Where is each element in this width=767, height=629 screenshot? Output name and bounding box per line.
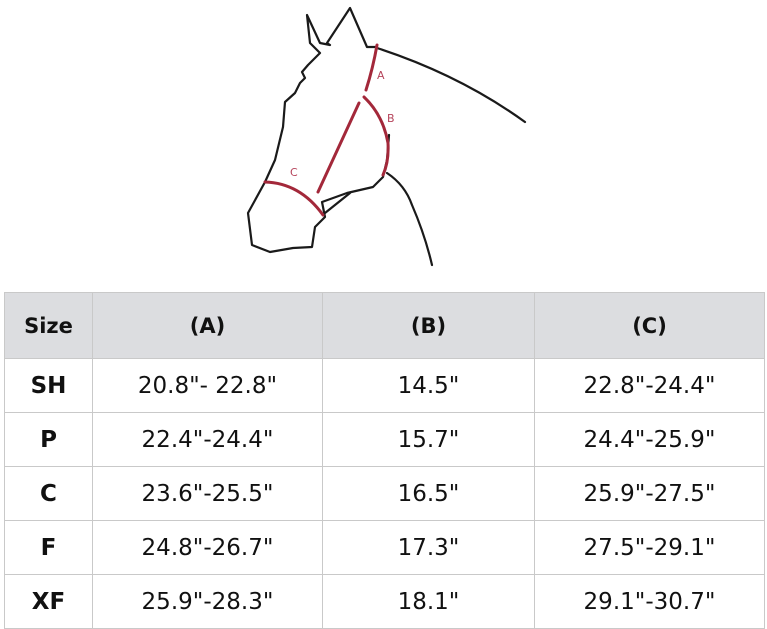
cell-size: F bbox=[4, 520, 93, 575]
cell-c: 29.1"-30.7" bbox=[534, 574, 765, 629]
cell-a: 22.4"-24.4" bbox=[92, 412, 323, 467]
horse-neck-line bbox=[375, 46, 527, 124]
cell-a: 23.6"-25.5" bbox=[92, 466, 323, 521]
header-c: (C) bbox=[534, 292, 765, 359]
horse-head-diagram: A B C bbox=[246, 6, 527, 267]
table-row: P 22.4"-24.4" 15.7" 24.4"-25.9" bbox=[4, 412, 765, 467]
table-row: SH 20.8"- 22.8" 14.5" 22.8"-24.4" bbox=[4, 358, 765, 413]
cell-b: 15.7" bbox=[322, 412, 535, 467]
table-row: XF 25.9"-28.3" 18.1" 29.1"-30.7" bbox=[4, 574, 765, 629]
cell-c: 24.4"-25.9" bbox=[534, 412, 765, 467]
cell-b: 16.5" bbox=[322, 466, 535, 521]
cell-c: 25.9"-27.5" bbox=[534, 466, 765, 521]
label-a: A bbox=[377, 69, 385, 82]
table-row: C 23.6"-25.5" 16.5" 25.9"-27.5" bbox=[4, 466, 765, 521]
cell-b: 14.5" bbox=[322, 358, 535, 413]
measure-line-b bbox=[362, 95, 390, 177]
cell-size: XF bbox=[4, 574, 93, 629]
header-size: Size bbox=[4, 292, 93, 359]
measure-strap bbox=[316, 101, 361, 194]
header-a: (A) bbox=[92, 292, 323, 359]
label-c: C bbox=[290, 166, 298, 179]
cell-size: C bbox=[4, 466, 93, 521]
horse-mouth-line bbox=[323, 191, 352, 215]
cell-c: 27.5"-29.1" bbox=[534, 520, 765, 575]
cell-a: 24.8"-26.7" bbox=[92, 520, 323, 575]
measure-line-a bbox=[364, 43, 379, 92]
cell-a: 20.8"- 22.8" bbox=[92, 358, 323, 413]
table-row: F 24.8"-26.7" 17.3" 27.5"-29.1" bbox=[4, 520, 765, 575]
horse-throat-line bbox=[385, 171, 434, 267]
cell-size: SH bbox=[4, 358, 93, 413]
label-b: B bbox=[387, 112, 395, 125]
header-row: Size (A) (B) (C) bbox=[4, 292, 765, 359]
cell-c: 22.8"-24.4" bbox=[534, 358, 765, 413]
cell-a: 25.9"-28.3" bbox=[92, 574, 323, 629]
horse-outline bbox=[246, 6, 391, 254]
cell-size: P bbox=[4, 412, 93, 467]
measure-line-c bbox=[263, 180, 325, 217]
header-b: (B) bbox=[322, 292, 535, 359]
cell-b: 18.1" bbox=[322, 574, 535, 629]
size-chart-table: Size (A) (B) (C) SH 20.8"- 22.8" 14.5" 2… bbox=[4, 292, 765, 629]
cell-b: 17.3" bbox=[322, 520, 535, 575]
